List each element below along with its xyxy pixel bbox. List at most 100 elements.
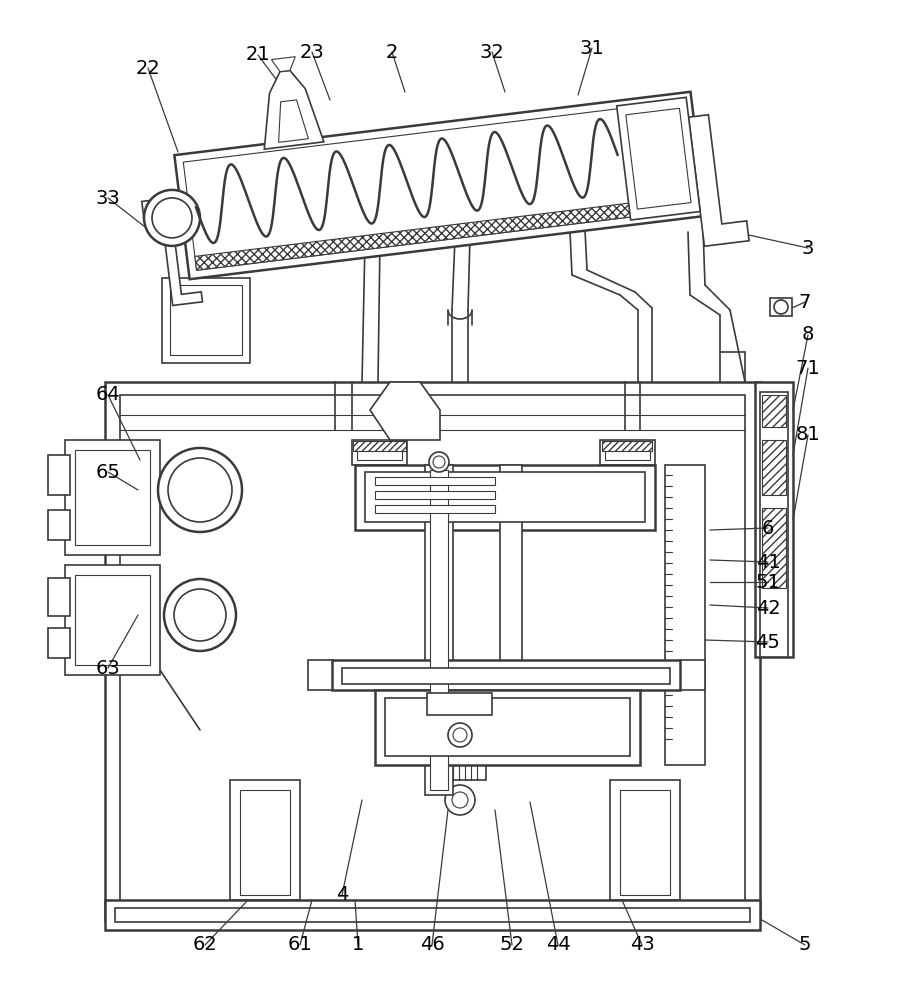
Circle shape [164,579,236,651]
Bar [375,505,495,513]
Bar [605,445,650,460]
Bar [115,908,750,922]
Text: 31: 31 [579,38,605,57]
Bar [600,440,655,465]
Circle shape [152,198,192,238]
Text: 64: 64 [96,385,121,404]
Circle shape [144,190,200,246]
Bar [357,445,402,460]
Circle shape [453,728,467,742]
Polygon shape [278,100,308,142]
Polygon shape [175,92,705,279]
Text: 23: 23 [300,42,324,62]
Polygon shape [183,101,696,270]
Bar [65,565,160,675]
Text: 71: 71 [796,359,821,377]
Circle shape [168,458,232,522]
Text: 61: 61 [287,936,313,954]
Bar [375,491,495,499]
Text: 81: 81 [796,426,821,444]
Text: 33: 33 [96,188,121,208]
Bar [762,508,786,588]
Circle shape [774,300,788,314]
Bar [105,382,760,920]
Text: 51: 51 [756,572,780,591]
Circle shape [452,792,468,808]
Bar [48,455,70,495]
Text: 7: 7 [799,292,811,312]
Polygon shape [626,108,691,209]
Bar [427,693,492,715]
Bar [665,465,705,765]
Circle shape [445,785,475,815]
Bar [610,780,680,900]
Text: 4: 4 [336,886,348,904]
Text: 43: 43 [630,936,654,954]
Text: 22: 22 [136,58,160,78]
Bar [755,382,793,657]
Text: 46: 46 [420,936,444,954]
Bar [375,690,640,765]
Polygon shape [370,382,440,440]
Text: 65: 65 [96,462,121,482]
Bar [353,441,406,451]
Bar [48,510,70,540]
Text: 44: 44 [546,936,570,954]
Text: 3: 3 [802,238,815,257]
Bar [120,395,745,907]
Text: 21: 21 [246,45,270,64]
Polygon shape [195,195,696,270]
Text: 5: 5 [799,936,811,954]
Polygon shape [271,57,296,72]
Text: 52: 52 [499,936,524,954]
Bar [352,440,407,465]
Bar [430,470,448,790]
Bar [365,472,645,522]
Bar [770,298,792,316]
Bar [308,660,333,690]
Text: 32: 32 [479,42,505,62]
Bar [375,477,495,485]
Text: 63: 63 [96,658,121,678]
Bar [48,628,70,658]
Bar [75,575,150,665]
Bar [162,278,250,363]
Text: 45: 45 [756,633,780,652]
Bar [48,578,70,616]
Bar [438,760,486,780]
Bar [170,285,242,355]
Circle shape [448,723,472,747]
Circle shape [433,456,445,468]
Circle shape [174,589,226,641]
Bar [230,780,300,900]
Text: 2: 2 [386,42,398,62]
Bar [355,465,655,530]
Circle shape [158,448,242,532]
Polygon shape [688,115,749,246]
Bar [500,465,522,725]
Bar [332,660,680,690]
Bar [105,900,760,930]
Bar [680,660,705,690]
Bar [425,465,453,795]
Text: 6: 6 [762,518,774,538]
Bar [762,440,786,495]
Bar [65,440,160,555]
Bar [240,790,290,895]
Circle shape [429,452,449,472]
Polygon shape [141,199,203,305]
Text: 62: 62 [193,936,217,954]
Text: 42: 42 [756,598,780,617]
Bar [760,392,788,657]
Text: 1: 1 [351,936,364,954]
Text: 8: 8 [802,326,815,344]
Text: 41: 41 [756,552,780,572]
Bar [385,698,630,756]
Bar [75,450,150,545]
Polygon shape [264,70,323,149]
Bar [602,441,652,451]
Bar [342,668,670,684]
Bar [342,660,417,672]
Bar [597,660,670,672]
Bar [620,790,670,895]
